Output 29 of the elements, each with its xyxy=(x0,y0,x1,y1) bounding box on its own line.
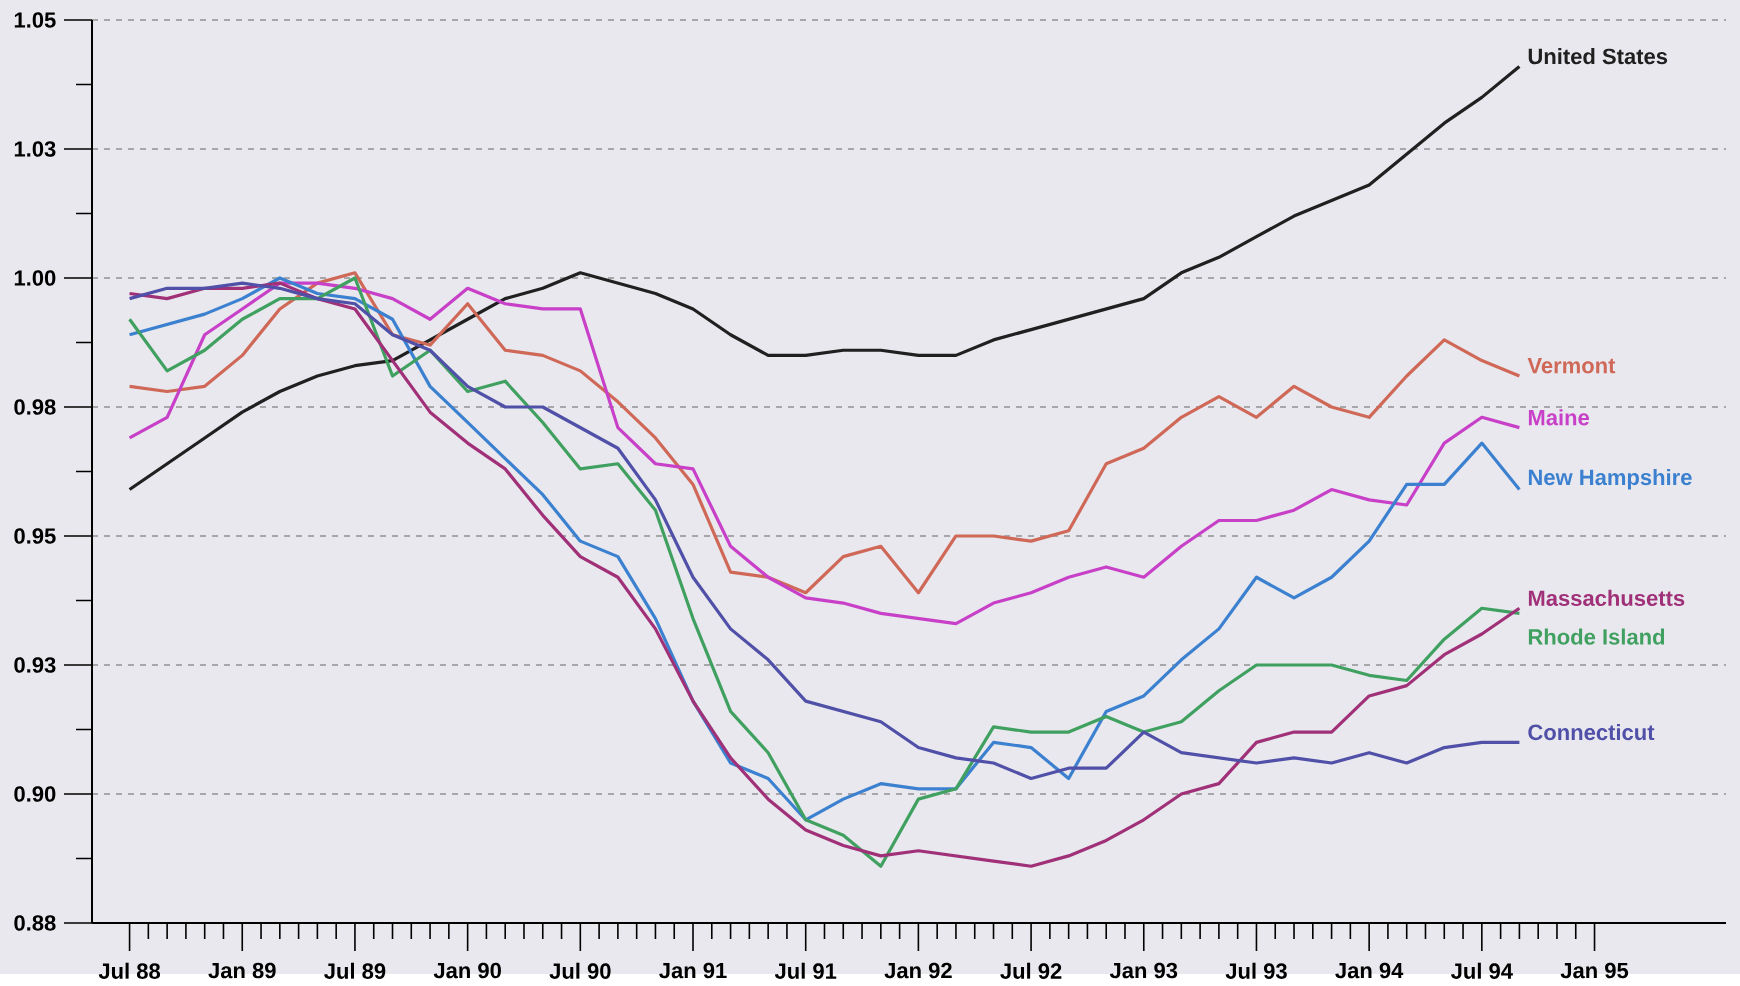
series-label: Rhode Island xyxy=(1528,628,1665,645)
x-tick-label: Jan 94 xyxy=(1335,962,1404,979)
y-tick-label: 1.03 xyxy=(14,141,56,157)
y-tick-label: 0.90 xyxy=(14,786,56,802)
series-label: Connecticut xyxy=(1528,723,1655,741)
x-tick-label: Jul 90 xyxy=(549,962,611,979)
x-tick-label: Jan 89 xyxy=(208,962,276,979)
x-tick-label: Jan 91 xyxy=(659,962,727,979)
y-tick-label: 1.00 xyxy=(14,270,56,286)
x-tick-label: Jul 93 xyxy=(1225,962,1287,979)
x-tick-label: Jul 92 xyxy=(1000,962,1062,979)
y-tick-label: 0.95 xyxy=(14,528,56,544)
series-label: New Hampshire xyxy=(1528,468,1692,490)
y-tick-label: 0.88 xyxy=(14,915,56,931)
x-tick-label: Jul 89 xyxy=(324,962,386,979)
y-tick-label: 0.98 xyxy=(14,399,56,415)
x-tick-label: Jan 93 xyxy=(1109,962,1178,979)
x-tick-label: Jan 90 xyxy=(433,962,501,979)
series-label: Vermont xyxy=(1527,357,1616,374)
x-tick-label: Jan 92 xyxy=(884,962,952,979)
x-tick-label: Jul 91 xyxy=(774,962,837,979)
x-tick-label: Jan 95 xyxy=(1560,962,1629,979)
series-label: Massachusetts xyxy=(1528,589,1685,606)
x-tick-label: Jul 94 xyxy=(1451,962,1513,979)
series-label: Maine xyxy=(1528,409,1590,426)
x-tick-label: Jul 88 xyxy=(98,962,161,979)
y-tick-label: 1.05 xyxy=(14,12,56,28)
series-label: United States xyxy=(1528,47,1668,65)
y-tick-label: 0.93 xyxy=(14,657,56,673)
